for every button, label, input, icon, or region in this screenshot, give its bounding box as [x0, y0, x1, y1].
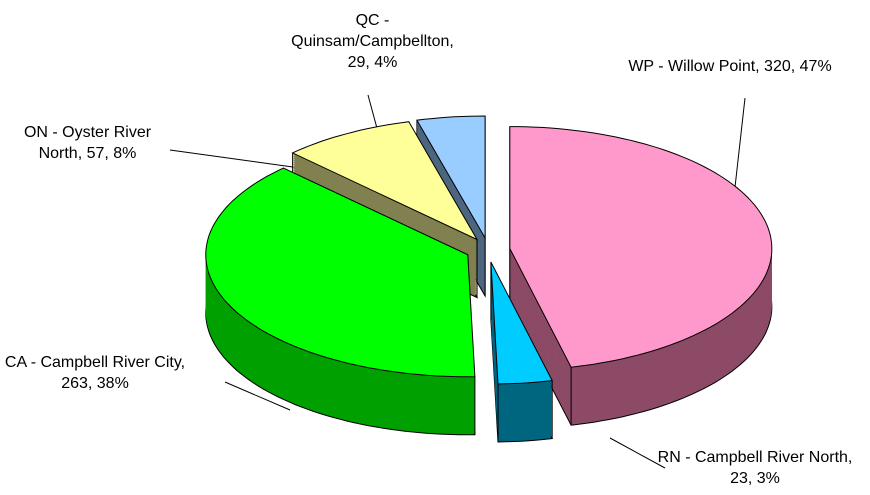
slice-top: [490, 261, 553, 385]
pie-slice: [205, 167, 476, 436]
pie-slice: [490, 261, 553, 443]
slice-top: [205, 167, 476, 378]
leader-line: [169, 149, 301, 169]
data-label: CA - Campbell River City, 263, 38%: [4, 354, 186, 392]
slice-top: [416, 115, 486, 240]
leader-line: [367, 94, 379, 133]
pie-slice: [509, 126, 773, 426]
data-label: WP - Willow Point, 320, 47%: [628, 58, 832, 75]
slice-top: [291, 121, 479, 241]
data-label: ON - Oyster River North, 57, 8%: [23, 124, 152, 162]
leader-line: [609, 437, 666, 469]
data-label: QC - Quinsam/Campbellton, 29, 4%: [291, 12, 454, 71]
slice-top: [509, 126, 773, 368]
leader-line: [224, 381, 291, 411]
data-label: RN - Campbell River North, 23, 3%: [657, 449, 853, 487]
